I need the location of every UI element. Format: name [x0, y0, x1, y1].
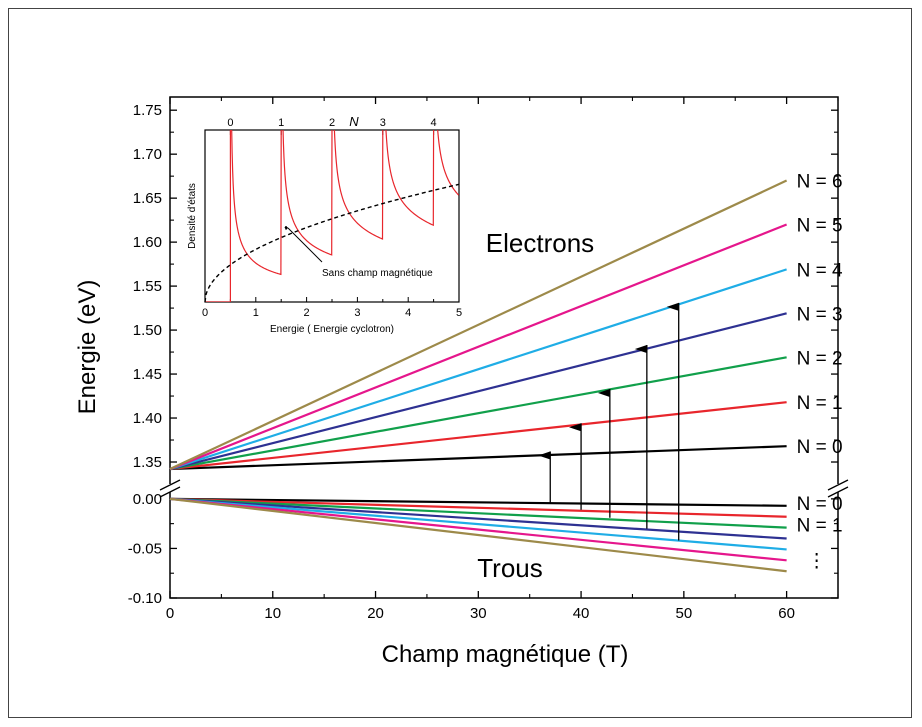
- y-tick-label: 1.55: [133, 278, 162, 295]
- electron-level-line: [169, 268, 787, 471]
- inset-x-tick-label: 5: [456, 307, 462, 319]
- axis-break-left-gap: [161, 484, 179, 492]
- electron-level-label: N = 5: [797, 216, 843, 237]
- y-tick-label-lower: -0.10: [128, 590, 162, 607]
- inset-x-tick-label: 2: [304, 307, 310, 319]
- electron-level-line: [169, 223, 788, 471]
- hole-level-line: [169, 497, 787, 518]
- inset-annotation-arrow: [288, 228, 323, 263]
- inset-no-field-curve: [204, 183, 460, 303]
- electron-level-line: [169, 356, 787, 471]
- x-tick-label: 20: [367, 605, 384, 622]
- electron-level-label: N = 0: [797, 437, 843, 458]
- y-tick-label: 1.35: [133, 454, 162, 471]
- hole-level-label: N = 0: [797, 494, 843, 515]
- trous-label: Trous: [477, 553, 543, 583]
- plot-area-frame: [169, 96, 839, 599]
- y-axis-title: Energie (eV): [74, 280, 101, 415]
- inset-annotation-text: Sans champ magnétique: [322, 268, 433, 279]
- inset-top-tick-label: 3: [380, 117, 386, 129]
- x-tick-label: 60: [778, 605, 795, 622]
- electron-level-label: N = 3: [797, 304, 843, 325]
- inset-x-tick-label: 0: [202, 307, 208, 319]
- inset-x-axis-title: Energie ( Energie cyclotron): [270, 324, 394, 335]
- inset-top-tick-label: 2: [329, 117, 335, 129]
- axis-break-right-gap: [829, 484, 847, 492]
- x-tick-label: 30: [470, 605, 487, 622]
- y-tick-label-lower: 0.00: [133, 491, 162, 508]
- y-tick-label-lower: -0.05: [128, 540, 162, 557]
- y-tick-label: 1.60: [133, 234, 162, 251]
- inset-x-tick-label: 3: [354, 307, 360, 319]
- electron-level-line: [169, 401, 787, 471]
- electron-level-line: [169, 312, 787, 471]
- electron-level-label: N = 1: [797, 393, 843, 414]
- electron-level-label: N = 6: [797, 172, 843, 193]
- electron-level-label: N = 2: [797, 348, 843, 369]
- y-tick-label: 1.40: [133, 410, 162, 427]
- hole-level-label: N = 1: [797, 516, 843, 537]
- hole-level-line: [169, 497, 787, 507]
- inset-top-tick-label: 1: [278, 117, 284, 129]
- electron-level-line: [169, 445, 787, 471]
- axis-break-left-slash: [159, 479, 181, 491]
- axis-break-right-slash: [827, 479, 849, 491]
- hole-level-line: [169, 497, 787, 540]
- electrons-label: Electrons: [486, 228, 594, 258]
- inset-top-tick-label: 4: [431, 117, 437, 129]
- inset-dos-curve: [205, 130, 459, 302]
- electron-level-line: [169, 179, 788, 471]
- ellipsis-label: ⋮: [807, 551, 826, 572]
- axis-break-left-slash: [159, 486, 181, 498]
- inset-top-tick-label: 0: [227, 117, 233, 129]
- y-tick-label: 1.75: [133, 102, 162, 119]
- hole-level-line: [169, 497, 787, 562]
- x-tick-label: 40: [573, 605, 590, 622]
- inset-x-tick-label: 4: [405, 307, 411, 319]
- x-tick-label: 10: [264, 605, 281, 622]
- hole-level-line: [169, 497, 787, 551]
- y-tick-label: 1.70: [133, 146, 162, 163]
- hole-level-line: [169, 497, 787, 529]
- hole-level-line: [169, 497, 787, 573]
- y-tick-label: 1.50: [133, 322, 162, 339]
- x-tick-label: 50: [676, 605, 693, 622]
- inset-top-axis-label: N: [349, 114, 359, 129]
- electron-level-label: N = 4: [797, 260, 843, 281]
- inset-x-tick-label: 1: [253, 307, 259, 319]
- x-axis-title: Champ magnétique (T): [382, 641, 629, 668]
- x-tick-label: 0: [166, 605, 174, 622]
- y-tick-label: 1.45: [133, 366, 162, 383]
- figure-border: [8, 8, 912, 718]
- inset-y-axis-title: Densité d'états: [187, 183, 198, 249]
- y-tick-label: 1.65: [133, 190, 162, 207]
- axis-break-right-slash: [827, 486, 849, 498]
